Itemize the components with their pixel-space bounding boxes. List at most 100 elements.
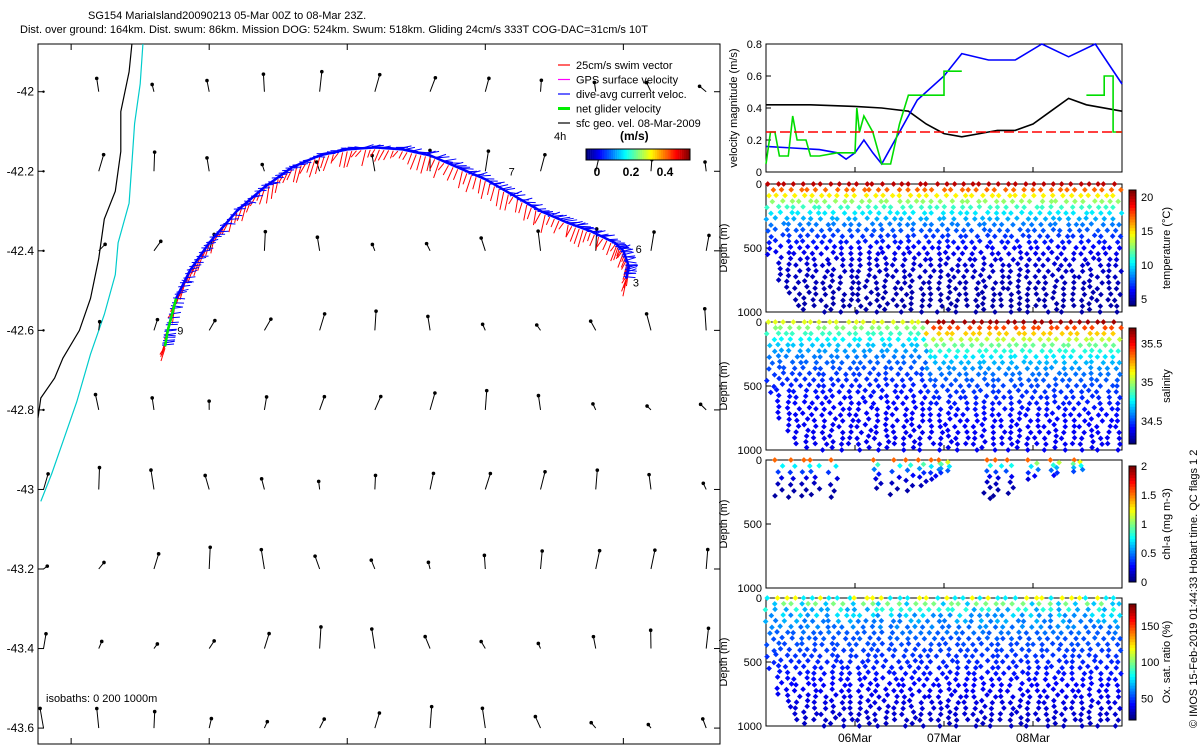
temperature-point [1105, 296, 1111, 303]
salinity-point [821, 324, 828, 331]
temperature-point [976, 198, 982, 205]
salinity-point [964, 429, 970, 435]
geo-arrow [480, 237, 486, 251]
salinity-point [917, 388, 924, 395]
chla-colorbar-label: chl-a (mg m-3) [1161, 488, 1173, 560]
temperature-point [960, 181, 967, 187]
temperature-point [1103, 204, 1109, 210]
temperature-point [895, 244, 902, 251]
geo-arrow [374, 475, 377, 490]
temperature-point [910, 209, 916, 216]
speed-colorbar-segment [681, 149, 684, 160]
salinity-point [907, 387, 914, 394]
temperature-point [923, 233, 929, 240]
salinity-point [967, 324, 973, 331]
chla-colorbar-segment [1129, 526, 1136, 531]
temperature-point [804, 272, 810, 279]
speed-colorbar-segment [625, 149, 628, 160]
salinity-point [937, 423, 944, 430]
salinity-point [889, 377, 896, 383]
salinity-point [992, 447, 998, 453]
temperature-point [821, 233, 827, 240]
geo-arrow-head [315, 235, 320, 240]
geo-arrow [314, 556, 321, 570]
salinity-point [962, 330, 969, 337]
temperature-point [875, 186, 882, 193]
temperature-point [928, 186, 935, 193]
temperature-point [1108, 302, 1114, 309]
temperature-point [1115, 280, 1121, 286]
salinity-point [897, 365, 904, 372]
temperature-point [937, 198, 944, 205]
temperature-point [998, 221, 1005, 228]
temperature-point [1098, 291, 1104, 298]
salinity-point [922, 383, 928, 389]
speed-colorbar-segment [669, 149, 672, 160]
salinity-point [940, 341, 947, 348]
salinity-point [815, 371, 822, 377]
temperature-point [869, 232, 875, 239]
temperature-point [867, 209, 873, 216]
salinity-point [894, 417, 901, 424]
salinity-point [993, 324, 1000, 331]
salinity-point [957, 418, 964, 424]
chla-colorbar-segment [1129, 564, 1136, 568]
temperature-point [778, 186, 785, 193]
salinity-point [813, 406, 819, 412]
temperature-point [1088, 221, 1095, 227]
temperature-point [967, 204, 974, 211]
salinity-point [974, 336, 980, 343]
salinity-point [900, 342, 907, 349]
swim-vector [457, 171, 463, 189]
temperature-point [825, 221, 832, 228]
salinity-point [776, 364, 783, 371]
salinity-point [927, 377, 934, 383]
salinity-point [819, 400, 825, 407]
salinity-point [911, 324, 918, 331]
oxygen-colorbar-segment [1129, 624, 1136, 628]
salinity-point [874, 418, 881, 424]
temperature-point [813, 268, 819, 274]
geo-arrow-head [369, 558, 374, 562]
temperature-point [869, 221, 876, 227]
salinity-point [893, 406, 900, 412]
temperature-point [885, 232, 891, 239]
salinity-point [912, 336, 919, 342]
temperature-point [952, 285, 959, 292]
map-y-tick-label: -43.2 [7, 562, 35, 576]
salinity-point [784, 405, 791, 411]
salinity-point [861, 348, 867, 354]
swim-vector [278, 175, 284, 183]
temperature-point [791, 192, 798, 199]
chla-colorbar-segment [1129, 471, 1136, 476]
salinity-point [800, 364, 806, 371]
temperature-point [1032, 215, 1039, 222]
salinity-point [873, 423, 879, 430]
temperature-point [898, 181, 905, 187]
geo-arrow-head [486, 149, 491, 153]
swim-vector [565, 224, 569, 238]
swim-vector [409, 154, 417, 170]
salinity-point [1021, 359, 1027, 365]
temperature-point [923, 192, 930, 199]
salinity-point [977, 387, 984, 394]
salinity-point [922, 359, 929, 366]
geo-arrow [540, 471, 546, 490]
salinity-point [959, 342, 966, 348]
chla-colorbar-segment [1129, 477, 1136, 481]
temperature-point [950, 239, 957, 246]
temperature-point [939, 221, 946, 228]
temperature-point [982, 283, 989, 290]
temperature-point [919, 297, 926, 304]
salinity-point [788, 382, 795, 388]
temperature-point [941, 203, 948, 210]
temperature-point [1055, 232, 1062, 239]
oxygen-colorbar-tick: 50 [1141, 693, 1153, 705]
salinity-point [891, 353, 898, 360]
salinity-point [914, 342, 920, 349]
oxygen-colorbar-segment [1129, 633, 1136, 637]
temperature-point [1110, 204, 1116, 211]
salinity-point [961, 319, 968, 325]
salinity-point [874, 406, 880, 413]
salinity-point [803, 387, 810, 394]
